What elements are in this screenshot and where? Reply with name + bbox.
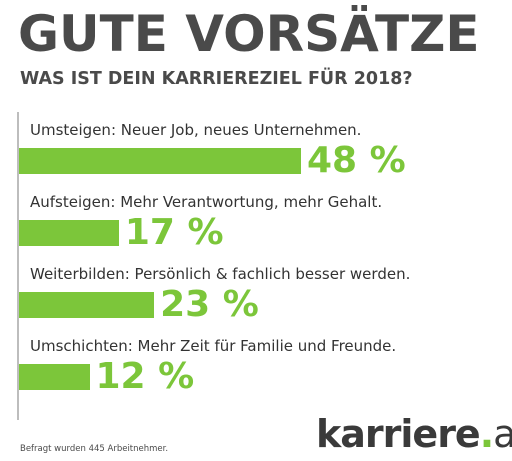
chart-subtitle: WAS IST DEIN KARRIEREZIEL FÜR 2018? xyxy=(20,69,413,89)
karriere-logo: karriere.at xyxy=(316,412,512,456)
bar xyxy=(19,364,90,390)
category-label: Umschichten: Mehr Zeit für Familie und F… xyxy=(30,337,397,355)
chart-title: GUTE VORSÄTZE xyxy=(18,5,480,63)
logo-name: karriere xyxy=(316,412,481,456)
logo-tld: at xyxy=(493,412,512,456)
value-label: 17 % xyxy=(124,212,224,253)
bar xyxy=(19,292,155,318)
footnote: Befragt wurden 445 Arbeitnehmer. xyxy=(20,444,169,454)
category-label: Aufsteigen: Mehr Verantwortung, mehr Geh… xyxy=(30,193,383,211)
category-label: Umsteigen: Neuer Job, neues Unternehmen. xyxy=(30,121,362,139)
bar xyxy=(19,220,119,246)
bar xyxy=(19,148,301,174)
logo-dot: . xyxy=(479,412,494,456)
value-label: 48 % xyxy=(307,140,406,181)
category-label: Weiterbilden: Persönlich & fachlich bess… xyxy=(30,265,411,283)
value-label: 23 % xyxy=(160,284,259,325)
value-label: 12 % xyxy=(95,356,195,397)
axis-line xyxy=(17,112,19,420)
